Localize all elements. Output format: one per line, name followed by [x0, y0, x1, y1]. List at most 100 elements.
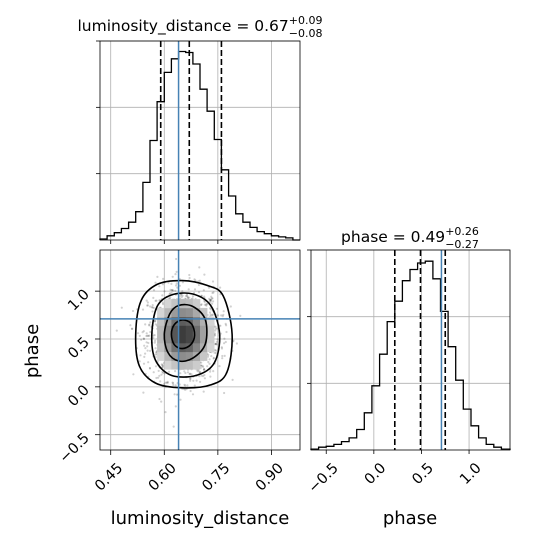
joint-density-cell [185, 343, 194, 353]
joint-density-cell [171, 325, 179, 335]
joint-sample-point [183, 383, 186, 386]
joint-sample-point [190, 373, 193, 376]
joint-sample-point [192, 379, 195, 382]
joint-sample-point [181, 290, 184, 293]
joint-density-cell [157, 325, 165, 335]
joint-density-cell [185, 307, 194, 317]
joint-sample-point [154, 353, 157, 356]
joint-density-cell [171, 343, 179, 353]
joint-density-cell [207, 325, 215, 335]
joint-sample-point [215, 349, 218, 352]
joint-sample-point [152, 289, 156, 292]
joint-sample-point [154, 339, 157, 342]
joint-sample-point [120, 306, 123, 309]
joint-sample-point [209, 299, 212, 302]
joint-sample-point [149, 349, 152, 352]
joint-sample-point [209, 313, 212, 316]
joint-sample-point [225, 330, 228, 334]
x-axis-label-phase: phase [383, 508, 437, 529]
joint-density-cell [164, 334, 172, 344]
joint-sample-point [152, 371, 155, 374]
joint-sample-point [224, 322, 227, 325]
joint-sample-point [155, 376, 158, 380]
joint-sample-point [158, 374, 161, 377]
joint-sample-point [193, 278, 196, 281]
joint-sample-point [197, 283, 200, 287]
joint-sample-point [221, 315, 224, 318]
joint-density-cell [178, 351, 186, 361]
joint-density-cell [178, 343, 186, 353]
joint-sample-point [211, 291, 214, 295]
joint-sample-point [211, 280, 215, 283]
joint-sample-point [215, 340, 219, 343]
joint-sample-point [170, 291, 173, 295]
joint-sample-point [165, 381, 168, 384]
joint-sample-point [208, 358, 211, 361]
joint-sample-point [183, 370, 186, 373]
joint-sample-point [145, 334, 148, 338]
joint-sample-point [142, 337, 146, 341]
joint-sample-point [221, 357, 224, 360]
joint-sample-point [184, 371, 187, 375]
joint-sample-point [221, 354, 224, 358]
joint-sample-point [174, 284, 178, 287]
joint-sample-point [205, 302, 208, 305]
joint-sample-point [215, 343, 218, 346]
luminosity-distance-histogram-panel: luminosity_distance = 0.67+0.09 −0.08 [77, 14, 323, 244]
joint-sample-point [175, 282, 178, 285]
joint-contour-3 [134, 279, 233, 389]
luminosity-distance-histogram-step [99, 50, 300, 241]
joint-sample-point [175, 393, 179, 396]
joint-sample-point [203, 273, 206, 276]
joint-sample-point [225, 324, 228, 327]
joint-y-tick-label: 0.5 [65, 335, 93, 363]
joint-sample-point [131, 327, 134, 330]
joint-sample-point [209, 370, 212, 373]
joint-sample-point [184, 294, 187, 298]
joint-sample-point [186, 371, 190, 374]
joint-sample-point [147, 361, 150, 364]
joint-sample-point [144, 323, 147, 326]
joint-sample-point [162, 277, 165, 280]
joint-sample-point [205, 303, 208, 306]
phase-title: phase = 0.49+0.26 −0.27 [341, 225, 479, 251]
phase-histogram-panel: −0.5 0.0 0.5 1.0 phase phase = 0.49+0.26 −0.… [306, 225, 511, 529]
joint-sample-point [155, 351, 158, 354]
joint-sample-point [160, 373, 163, 376]
joint-density-cell [164, 307, 172, 317]
joint-sample-point [214, 348, 217, 352]
joint-sample-point [129, 324, 132, 327]
phase-histogram-background [311, 250, 510, 450]
joint-sample-point [174, 370, 177, 373]
joint-sample-point [188, 296, 191, 299]
joint-sample-point [157, 376, 160, 379]
joint-sample-point [154, 355, 157, 359]
joint-sample-point [161, 364, 164, 367]
joint-density-cell [157, 351, 165, 361]
joint-sample-point [213, 351, 216, 354]
joint-sample-point [171, 381, 174, 384]
joint-sample-point [151, 304, 154, 307]
joint-density-cell [192, 325, 201, 335]
joint-density-cell [157, 334, 165, 344]
joint-sample-point [215, 342, 218, 345]
joint-density-cell [185, 351, 194, 361]
joint-sample-point [163, 383, 166, 386]
joint-sample-point [214, 343, 217, 346]
joint-sample-point [146, 334, 149, 337]
joint-sample-point [142, 391, 145, 394]
joint-sample-point [161, 371, 165, 374]
joint-sample-point [178, 284, 181, 287]
joint-sample-point [186, 384, 189, 387]
joint-density-cell [207, 334, 215, 344]
joint-sample-point [203, 377, 206, 380]
joint-sample-point [191, 297, 194, 300]
joint-sample-point [142, 330, 145, 333]
joint-sample-point [148, 334, 151, 337]
joint-sample-point [144, 352, 147, 355]
joint-density-cell [207, 343, 215, 353]
joint-density-cell [164, 360, 172, 370]
joint-sample-point [188, 273, 191, 277]
joint-sample-point [174, 289, 177, 292]
joint-sample-point [207, 360, 210, 364]
